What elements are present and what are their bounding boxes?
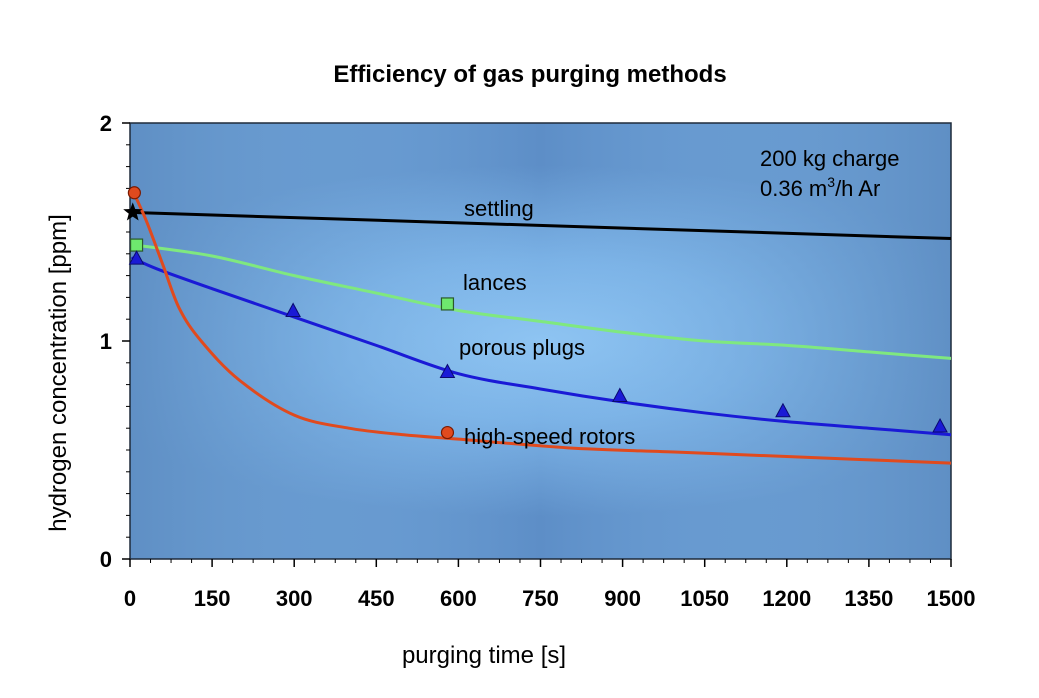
x-tick-label-450: 450 bbox=[358, 586, 395, 611]
annotation-flow-suffix: /h Ar bbox=[835, 176, 880, 201]
x-tick-label-300: 300 bbox=[276, 586, 313, 611]
x-tick-label-150: 150 bbox=[194, 586, 231, 611]
chart-title: Efficiency of gas purging methods bbox=[333, 61, 726, 88]
y-tick-label-0: 0 bbox=[100, 547, 112, 572]
x-tick-label-900: 900 bbox=[604, 586, 641, 611]
series-line-lances bbox=[133, 243, 951, 360]
data-point-high-speed-rotors bbox=[127, 186, 141, 200]
series-label-lances: lances bbox=[463, 270, 527, 295]
x-tick-label-1350: 1350 bbox=[844, 586, 893, 611]
series-label-settling: settling bbox=[464, 196, 534, 221]
data-point-porous-plugs bbox=[128, 250, 145, 265]
series-label-porous-plugs: porous plugs bbox=[459, 335, 585, 360]
data-point-porous-plugs bbox=[612, 387, 628, 402]
x-tick-label-1050: 1050 bbox=[680, 586, 729, 611]
data-point-lances bbox=[440, 297, 455, 311]
series-line-porous-plugs bbox=[131, 256, 951, 437]
x-tick-label-600: 600 bbox=[440, 586, 477, 611]
x-tick-label-1500: 1500 bbox=[927, 586, 976, 611]
data-point-lances bbox=[129, 238, 144, 252]
x-tick-label-1200: 1200 bbox=[762, 586, 811, 611]
y-axis: 0 1 2 bbox=[100, 111, 130, 572]
annotation-flow-sup: 3 bbox=[827, 174, 835, 190]
series-layer bbox=[130, 189, 951, 465]
data-point-porous-plugs bbox=[775, 402, 791, 418]
annotation-charge: 200 kg charge bbox=[760, 146, 899, 171]
marker-layer bbox=[123, 186, 948, 440]
series-line-high-speed-rotors bbox=[131, 189, 951, 465]
y-tick-label-2: 2 bbox=[100, 111, 112, 136]
annotation-flow: 0.36 m3/h Ar bbox=[760, 174, 880, 201]
data-point-high-speed-rotors bbox=[440, 425, 455, 440]
series-line-settling bbox=[130, 210, 951, 241]
data-point-porous-plugs bbox=[932, 417, 948, 433]
data-point-porous-plugs bbox=[439, 363, 456, 379]
data-point-porous-plugs bbox=[285, 302, 301, 317]
annotation-flow-prefix: 0.36 m bbox=[760, 176, 827, 201]
y-tick-label-1: 1 bbox=[100, 329, 112, 354]
series-labels: settling lances porous plugs high-speed rot… bbox=[459, 196, 635, 449]
x-tick-label-0: 0 bbox=[124, 586, 136, 611]
plot-area-shading bbox=[130, 123, 951, 559]
x-axis-title: purging time [s] bbox=[402, 642, 566, 669]
y-axis-title: hydrogen concentration [ppm] bbox=[45, 214, 72, 532]
x-axis: 0 150 300 450 600 750 900 1050 1200 1350 1500 bbox=[124, 559, 976, 611]
data-point-settling bbox=[123, 202, 143, 221]
series-label-high-speed-rotors: high-speed rotors bbox=[464, 424, 635, 449]
x-tick-label-750: 750 bbox=[522, 586, 559, 611]
